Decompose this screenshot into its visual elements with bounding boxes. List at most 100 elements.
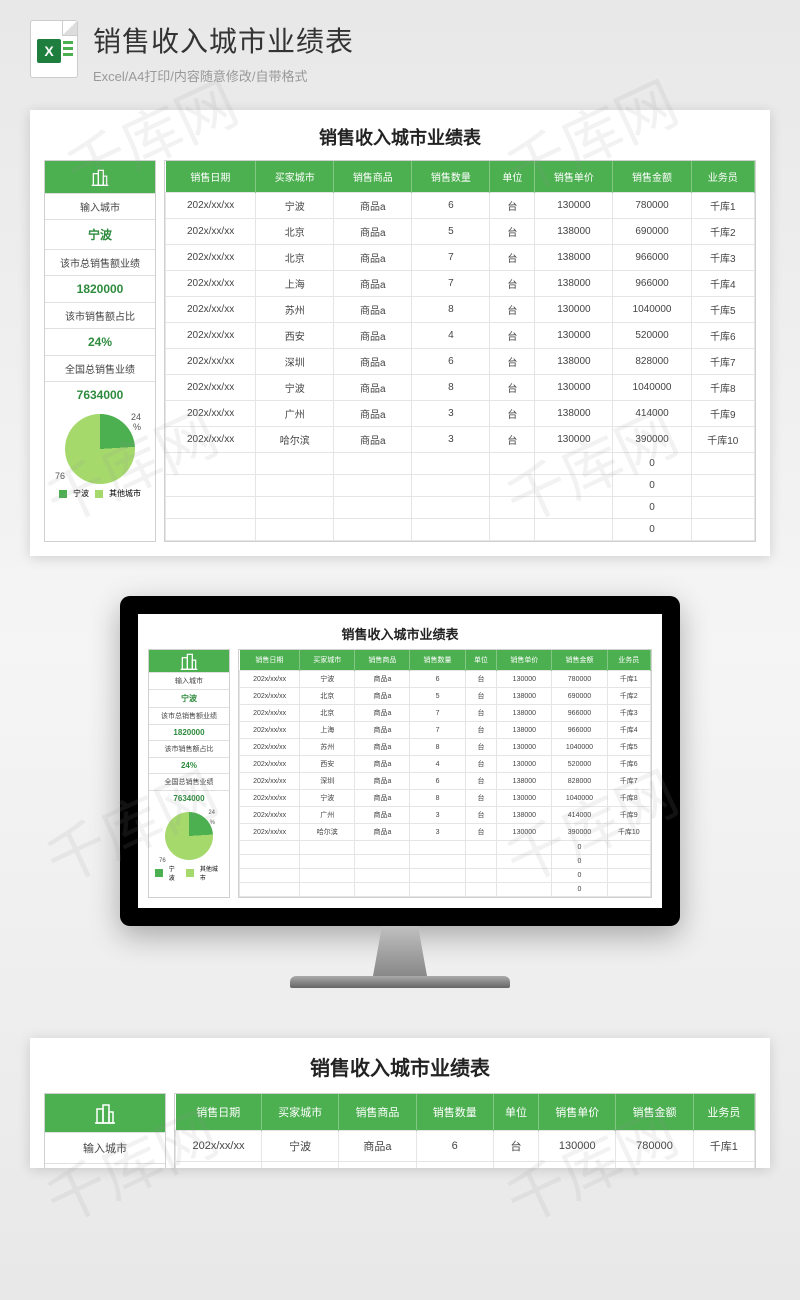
- table-cell: 3: [412, 401, 490, 427]
- table-cell: 130000: [535, 375, 613, 401]
- table-cell: 8: [410, 739, 465, 756]
- table-cell: 828000: [552, 773, 607, 790]
- pie-label-2: 76: [55, 471, 65, 481]
- table-cell: 台: [490, 271, 535, 297]
- table-cell: 6: [412, 349, 490, 375]
- table-cell: [535, 475, 613, 497]
- table-cell: [240, 883, 300, 897]
- table-row: 202x/xx/xx广州商品a3台138000414000千库9: [166, 401, 755, 427]
- table-cell: [355, 841, 410, 855]
- table-cell: 台: [465, 773, 497, 790]
- table-cell: 130000: [497, 824, 552, 841]
- table-cell: [490, 475, 535, 497]
- table-cell: 202x/xx/xx: [166, 375, 256, 401]
- building-icon: [90, 167, 110, 187]
- table-cell: 138000: [497, 773, 552, 790]
- table-cell: [490, 519, 535, 541]
- table-cell: 202x/xx/xx: [240, 756, 300, 773]
- table-cell: 台: [465, 790, 497, 807]
- table-cell: 130000: [497, 739, 552, 756]
- table-cell: 5: [416, 1162, 493, 1169]
- table-cell: 138000: [535, 271, 613, 297]
- pie-legend: 宁波 其他城市: [51, 488, 149, 499]
- table-row: 202x/xx/xx哈尔滨商品a3台130000390000千库10: [166, 427, 755, 453]
- table-cell: 202x/xx/xx: [166, 245, 256, 271]
- table-cell: 千库8: [607, 790, 650, 807]
- table-cell: 780000: [552, 671, 607, 688]
- table-cell: [334, 453, 412, 475]
- table-cell: 北京: [256, 219, 334, 245]
- table-cell: 8: [412, 297, 490, 323]
- table-cell: 202x/xx/xx: [166, 193, 256, 219]
- table-cell: 202x/xx/xx: [240, 790, 300, 807]
- page-subtitle: Excel/A4打印/内容随意修改/自带格式: [93, 66, 354, 85]
- table-cell: [410, 855, 465, 869]
- table-cell: 商品a: [334, 219, 412, 245]
- table-cell: [607, 869, 650, 883]
- table-cell: 6: [416, 1131, 493, 1162]
- table-row: 202x/xx/xx苏州商品a8台1300001040000千库5: [166, 297, 755, 323]
- table-cell: 1040000: [613, 297, 691, 323]
- table-cell: 商品a: [355, 722, 410, 739]
- table-cell: 202x/xx/xx: [240, 688, 300, 705]
- table-cell: 台: [493, 1162, 538, 1169]
- table-cell: 130000: [539, 1131, 616, 1162]
- table-cell: [256, 519, 334, 541]
- table-cell: 北京: [256, 245, 334, 271]
- table-header: 销售日期: [166, 161, 256, 193]
- table-cell: [300, 869, 355, 883]
- table-header: 单位: [490, 161, 535, 193]
- page-header: X 销售收入城市业绩表 Excel/A4打印/内容随意修改/自带格式: [0, 0, 800, 95]
- table-cell: 202x/xx/xx: [166, 271, 256, 297]
- table-cell: 北京: [262, 1162, 339, 1169]
- table-cell: 414000: [613, 401, 691, 427]
- table-header: 销售数量: [416, 1094, 493, 1131]
- table-cell: [535, 497, 613, 519]
- table-cell: [465, 883, 497, 897]
- table-cell: 3: [410, 824, 465, 841]
- table-cell: 202x/xx/xx: [240, 739, 300, 756]
- table-cell: 台: [465, 807, 497, 824]
- sheet-title: 销售收入城市业绩表: [44, 124, 756, 150]
- table-cell: [256, 475, 334, 497]
- table-cell: 138000: [497, 722, 552, 739]
- table-cell: 0: [552, 841, 607, 855]
- table-cell: [497, 869, 552, 883]
- table-cell: 1040000: [613, 375, 691, 401]
- table-cell: 宁波: [256, 193, 334, 219]
- table-row: 202x/xx/xx北京商品a5台138000690000千库2: [166, 219, 755, 245]
- table-cell: 8: [412, 375, 490, 401]
- table-cell: 966000: [613, 271, 691, 297]
- table-row: 202x/xx/xx西安商品a4台130000520000千库6: [240, 756, 651, 773]
- table-header: 销售金额: [552, 650, 607, 671]
- table-row: 0: [166, 475, 755, 497]
- sheet-title: 销售收入城市业绩表: [148, 624, 652, 643]
- table-cell: [240, 841, 300, 855]
- table-row: 202x/xx/xx深圳商品a6台138000828000千库7: [166, 349, 755, 375]
- summary-side-panel: 输入城市 宁波该市总销售额业绩 1820000 该市销售额占比 24% 全国总销…: [44, 160, 156, 542]
- table-cell: 宁波: [300, 790, 355, 807]
- summary-side-panel: 输入城市 宁波该市总销售额业绩 1820000 该市销售额占比 24% 全国总销…: [148, 649, 230, 898]
- table-cell: 广州: [300, 807, 355, 824]
- table-header: 销售商品: [355, 650, 410, 671]
- table-cell: [490, 453, 535, 475]
- table-cell: [300, 855, 355, 869]
- table-cell: 3: [410, 807, 465, 824]
- input-city-value: 宁波: [149, 689, 229, 707]
- table-cell: [166, 453, 256, 475]
- table-cell: [240, 855, 300, 869]
- table-cell: 千库5: [607, 739, 650, 756]
- pie-legend: 宁波 其他城市: [155, 864, 223, 882]
- pie-label-2: 76: [159, 858, 166, 864]
- table-cell: 台: [465, 739, 497, 756]
- table-cell: 690000: [552, 688, 607, 705]
- spreadsheet-preview-card: 销售收入城市业绩表 输入城市 宁波该市总销售额业绩 1820000 该市销售额占…: [30, 110, 770, 556]
- table-row: 0: [166, 453, 755, 475]
- table-cell: 390000: [552, 824, 607, 841]
- table-cell: 130000: [497, 756, 552, 773]
- table-cell: 5: [412, 219, 490, 245]
- sales-table: 销售日期买家城市销售商品销售数量单位销售单价销售金额业务员202x/xx/xx宁…: [174, 1093, 756, 1168]
- table-cell: 138000: [497, 705, 552, 722]
- input-city-value: 宁波: [45, 1163, 165, 1168]
- table-cell: [334, 475, 412, 497]
